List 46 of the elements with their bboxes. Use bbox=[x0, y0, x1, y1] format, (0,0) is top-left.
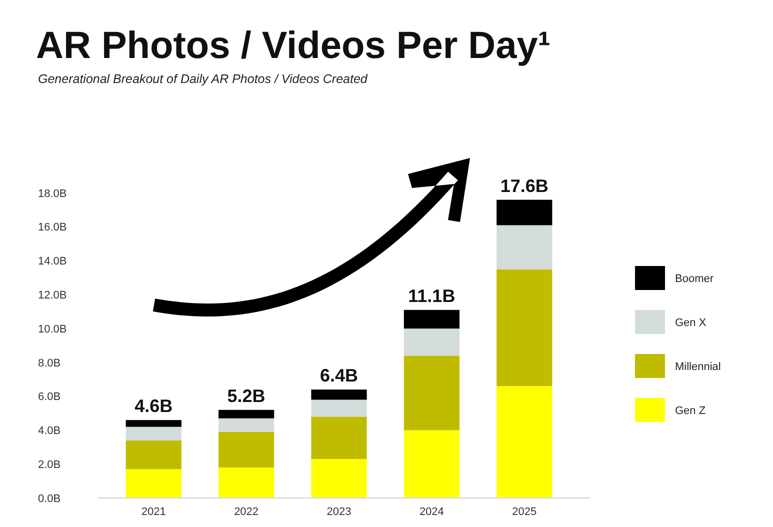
y-tick-label: 6.0B bbox=[38, 391, 61, 404]
total-label: 11.1B bbox=[408, 286, 456, 306]
x-tick-label: 2021 bbox=[141, 506, 166, 518]
bar bbox=[404, 310, 460, 329]
y-tick-label: 10.0B bbox=[38, 323, 67, 336]
bar bbox=[311, 416, 367, 460]
bar bbox=[126, 426, 182, 440]
y-tick-label: 14.0B bbox=[38, 256, 67, 268]
bar bbox=[496, 200, 552, 226]
y-tick-label: 18.0B bbox=[38, 188, 67, 200]
y-tick-label: 2.0B bbox=[38, 458, 61, 471]
legend-label: Boomer bbox=[675, 272, 714, 285]
bar bbox=[311, 400, 367, 417]
bar bbox=[404, 328, 460, 356]
y-tick-label: 4.0B bbox=[38, 425, 61, 438]
bar bbox=[404, 430, 460, 498]
bar bbox=[126, 440, 182, 470]
y-tick-label: 8.0B bbox=[38, 357, 61, 370]
total-label: 6.4B bbox=[320, 366, 358, 386]
bar bbox=[218, 410, 274, 418]
y-tick-label: 12.0B bbox=[38, 290, 67, 302]
chart-subtitle: Generational Breakout of Daily AR Photos / Videos Created bbox=[38, 72, 368, 86]
bar bbox=[496, 386, 552, 498]
bar bbox=[126, 420, 182, 427]
bar bbox=[404, 356, 460, 430]
legend-label: Gen X bbox=[675, 316, 707, 329]
y-tick-label: 16.0B bbox=[38, 222, 67, 234]
bar bbox=[218, 468, 274, 498]
bar bbox=[126, 469, 182, 498]
total-label: 4.6B bbox=[134, 396, 173, 416]
bar bbox=[496, 269, 552, 386]
total-label: 17.6B bbox=[500, 176, 548, 196]
legend-label: Gen Z bbox=[675, 404, 706, 417]
total-label: 5.2B bbox=[227, 386, 266, 406]
x-tick-label: 2022 bbox=[234, 506, 259, 518]
x-tick-label: 2025 bbox=[512, 506, 537, 518]
bar bbox=[218, 418, 274, 432]
y-tick-label: 0.0B bbox=[38, 492, 61, 505]
chart-title: AR Photos / Videos Per Day¹ bbox=[36, 25, 551, 67]
bar bbox=[218, 432, 274, 468]
bar bbox=[311, 459, 367, 498]
legend-label: Millennial bbox=[675, 360, 721, 373]
bar bbox=[311, 390, 367, 400]
x-tick-label: 2024 bbox=[419, 506, 444, 518]
x-tick-label: 2023 bbox=[326, 506, 352, 518]
bar bbox=[496, 225, 552, 270]
